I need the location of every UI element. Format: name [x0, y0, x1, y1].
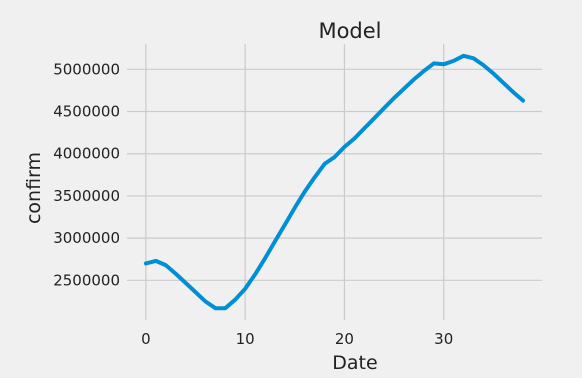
x-tick-label: 10 [236, 330, 255, 348]
series-layer [143, 53, 526, 311]
x-tick-label: 0 [141, 330, 151, 348]
series-line [143, 53, 526, 311]
x-tick-label: 30 [434, 330, 453, 348]
grid [127, 44, 542, 320]
y-axis-label: confirm [23, 152, 45, 224]
y-tick-label: 4500000 [53, 103, 120, 121]
y-tick-label: 3500000 [53, 187, 120, 205]
x-axis-label: Date [332, 352, 377, 374]
y-tick-label: 2500000 [53, 271, 120, 289]
chart-title: Model [318, 19, 381, 43]
y-tick-label: 3000000 [53, 229, 120, 247]
y-tick-label: 4000000 [53, 145, 120, 163]
y-tick-label: 5000000 [53, 60, 120, 78]
x-tick-label: 20 [335, 330, 354, 348]
tick-labels: 0 10 20 30 2500000 3000000 3500000 4000000 45000… [53, 60, 453, 348]
